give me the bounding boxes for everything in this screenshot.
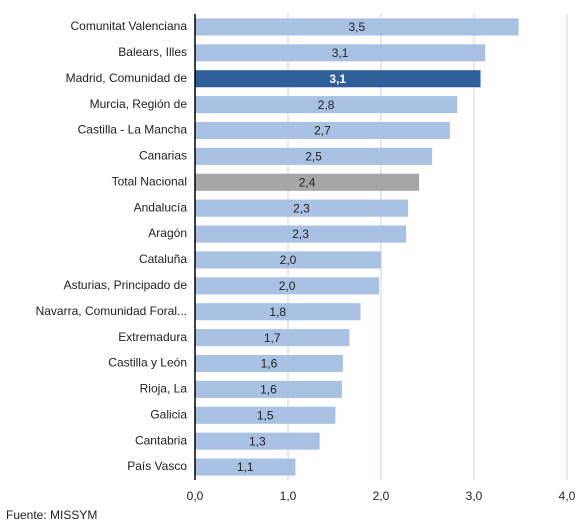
y-tick-label: Madrid, Comunidad de bbox=[66, 71, 188, 85]
x-tick-label: 4,0 bbox=[559, 489, 576, 503]
y-tick-label: Navarra, Comunidad Foral... bbox=[36, 304, 187, 318]
bar bbox=[195, 18, 519, 36]
bar bbox=[195, 406, 336, 424]
bar bbox=[195, 354, 343, 373]
bar bbox=[195, 173, 420, 191]
y-tick-label: Extremadura bbox=[118, 330, 187, 344]
y-tick-label: Comunitat Valenciana bbox=[70, 19, 187, 33]
bar bbox=[195, 121, 450, 140]
y-tick-label: País Vasco bbox=[127, 459, 187, 473]
data-label: 2,0 bbox=[279, 279, 296, 293]
x-tick-label: 3,0 bbox=[466, 489, 483, 503]
data-label: 1,3 bbox=[249, 434, 266, 448]
x-tick-label: 1,0 bbox=[280, 489, 297, 503]
y-tick-label: Rioja, La bbox=[140, 382, 188, 396]
data-label: 2,4 bbox=[299, 175, 316, 189]
bar bbox=[195, 96, 458, 114]
bar bbox=[195, 432, 320, 450]
x-tick-label: 0,0 bbox=[187, 489, 204, 503]
y-tick-label: Canarias bbox=[139, 149, 187, 163]
y-tick-label: Castilla y León bbox=[108, 356, 187, 370]
bar bbox=[195, 303, 361, 321]
data-label: 1,8 bbox=[269, 305, 286, 319]
bar bbox=[195, 225, 407, 243]
bar bbox=[195, 277, 380, 295]
source-note: Fuente: MISSYM bbox=[6, 508, 97, 522]
y-tick-label: Andalucía bbox=[134, 200, 188, 214]
y-tick-label: Total Nacional bbox=[112, 174, 187, 188]
bar bbox=[195, 458, 296, 476]
bar bbox=[195, 147, 433, 165]
bar bbox=[195, 70, 481, 88]
data-label: 3,1 bbox=[329, 72, 346, 86]
data-label: 1,5 bbox=[257, 408, 274, 422]
y-tick-label: Castilla - La Mancha bbox=[78, 123, 188, 137]
data-label: 2,3 bbox=[293, 201, 310, 215]
y-tick-label: Aragón bbox=[148, 226, 187, 240]
bar bbox=[195, 251, 381, 269]
data-label: 1,6 bbox=[261, 357, 278, 371]
data-label: 2,8 bbox=[318, 98, 335, 112]
bar bbox=[195, 44, 486, 62]
bar bbox=[195, 380, 342, 398]
data-label: 3,1 bbox=[332, 46, 349, 60]
x-tick-label: 2,0 bbox=[373, 489, 390, 503]
bar bbox=[195, 329, 350, 347]
data-label: 2,5 bbox=[305, 150, 322, 164]
data-label: 2,3 bbox=[292, 227, 309, 241]
y-tick-label: Asturias, Principado de bbox=[64, 278, 188, 292]
y-tick-label: Murcia, Región de bbox=[90, 97, 188, 111]
y-tick-label: Balears, Illes bbox=[118, 45, 187, 59]
y-tick-label: Cataluña bbox=[139, 252, 187, 266]
bar bbox=[195, 199, 408, 217]
data-label: 1,1 bbox=[237, 460, 254, 474]
data-label: 2,0 bbox=[280, 253, 297, 267]
y-tick-label: Galicia bbox=[150, 407, 187, 421]
data-label: 1,7 bbox=[264, 331, 281, 345]
data-label: 2,7 bbox=[314, 124, 331, 138]
data-label: 3,5 bbox=[348, 20, 365, 34]
data-label: 1,6 bbox=[260, 383, 277, 397]
y-tick-label: Cantabria bbox=[135, 433, 187, 447]
